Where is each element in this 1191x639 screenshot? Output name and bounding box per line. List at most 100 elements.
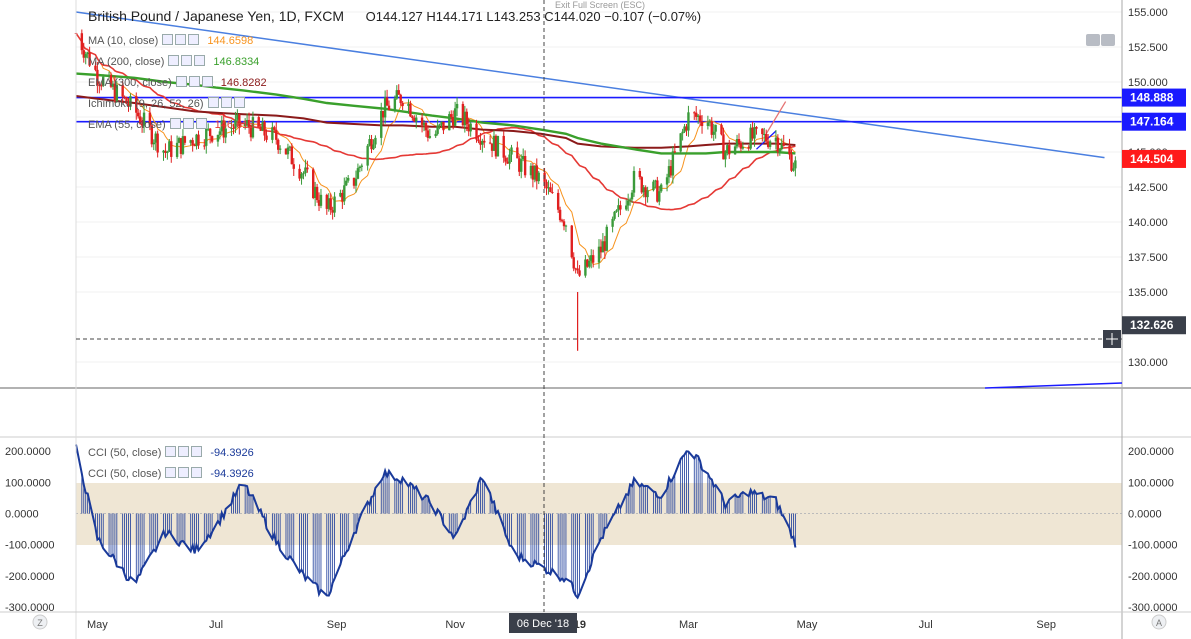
exit-fullscreen[interactable]: Exit Full Screen (ESC)	[555, 0, 646, 10]
indicator-label: EMA (55, close)	[88, 119, 166, 131]
candle-body	[397, 90, 400, 95]
pane-collapse-button[interactable]	[1101, 34, 1115, 46]
close-icon[interactable]	[195, 118, 207, 129]
cci-tick: 200.0000	[1128, 446, 1174, 458]
candle-body	[706, 122, 710, 126]
svg-text:A: A	[1156, 618, 1162, 628]
candle-body	[271, 127, 274, 140]
candle-body	[84, 54, 87, 58]
candle-body	[94, 65, 97, 70]
candle-body	[300, 173, 303, 179]
indicator-controls[interactable]	[165, 467, 204, 480]
candle-body	[564, 225, 568, 227]
candle-body	[586, 259, 589, 267]
candle-body	[790, 154, 793, 171]
candle-body	[450, 114, 453, 118]
indicator-legend-row[interactable]: CCI (50, close) -94.3926	[88, 446, 254, 459]
candle-body	[152, 142, 155, 145]
indicator-controls[interactable]	[162, 34, 201, 47]
candle-body	[695, 112, 698, 117]
close-icon[interactable]	[201, 76, 213, 87]
settings-icon[interactable]	[220, 97, 232, 108]
settings-icon[interactable]	[175, 34, 187, 45]
symbol-title[interactable]: British Pound / Japanese Yen, 1D, FXCM	[88, 8, 345, 24]
chart-header: British Pound / Japanese Yen, 1D, FXCM O…	[88, 8, 701, 24]
candle-body	[603, 241, 607, 251]
candle-body	[140, 123, 144, 126]
eye-icon[interactable]	[165, 446, 177, 457]
time-tick: May	[87, 619, 108, 631]
candle-body	[599, 246, 603, 253]
settings-icon[interactable]	[182, 118, 194, 129]
candle-body	[508, 154, 511, 164]
candle-body	[339, 192, 342, 197]
eye-icon[interactable]	[168, 55, 180, 66]
indicator-controls[interactable]	[207, 97, 247, 110]
candle-body	[708, 121, 712, 123]
indicator-controls[interactable]	[165, 446, 204, 459]
settings-icon[interactable]	[178, 446, 190, 457]
indicator-legend-row[interactable]: EMA (300, close) 146.8282	[88, 76, 267, 89]
cci-tick-left: 100.0000	[5, 477, 51, 489]
candle-body	[720, 124, 723, 135]
candle-body	[277, 139, 280, 150]
eye-icon[interactable]	[175, 76, 187, 87]
indicator-legend-row[interactable]: MA (10, close) 144.6598	[88, 34, 253, 47]
candle-body	[687, 112, 690, 131]
eye-icon[interactable]	[162, 34, 174, 45]
candle-body	[166, 151, 169, 153]
candle-body	[317, 200, 321, 206]
indicator-label: MA (10, close)	[88, 35, 159, 47]
indicator-legend-row[interactable]: EMA (55, close) 146.6151	[88, 118, 261, 131]
indicator-controls[interactable]	[175, 76, 215, 89]
candle-body	[181, 136, 185, 154]
candle-body	[129, 96, 132, 107]
indicator-legend-row[interactable]: Ichimoku (9, 26, 52, 26)	[88, 97, 253, 110]
time-tick: Jul	[209, 619, 223, 631]
eye-icon[interactable]	[207, 97, 219, 108]
indicator-label: Ichimoku (9, 26, 52, 26)	[88, 98, 204, 110]
indicator-legend-row[interactable]: CCI (50, close) -94.3926	[88, 467, 254, 480]
candle-body	[88, 52, 91, 66]
candle-body	[669, 166, 673, 176]
close-icon[interactable]	[191, 446, 203, 457]
time-tick: Sep	[1036, 619, 1056, 631]
close-icon[interactable]	[194, 55, 206, 66]
candle-body	[465, 111, 468, 125]
close-icon[interactable]	[233, 97, 245, 108]
time-tick: Sep	[327, 619, 347, 631]
close-icon[interactable]	[188, 34, 200, 45]
settings-icon[interactable]	[181, 55, 193, 66]
candle-body	[150, 125, 154, 145]
indicator-value: 146.6151	[214, 119, 261, 131]
settings-icon[interactable]	[188, 76, 200, 87]
candle-body	[368, 139, 371, 146]
settings-icon[interactable]	[178, 467, 190, 478]
indicator-controls[interactable]	[168, 55, 207, 68]
indicator-controls[interactable]	[169, 118, 209, 131]
candle-body	[380, 110, 383, 138]
indicator-label: MA (200, close)	[88, 56, 165, 68]
candle-body	[640, 177, 643, 193]
candle-body	[626, 200, 630, 206]
candle-body	[518, 158, 521, 172]
price-tick: 152.500	[1128, 42, 1168, 54]
close-icon[interactable]	[191, 467, 203, 478]
candle-body	[409, 103, 412, 117]
candle-body	[275, 129, 278, 140]
eye-icon[interactable]	[165, 467, 177, 478]
candle-body	[630, 192, 634, 200]
candle-body	[259, 126, 262, 131]
candle-body	[543, 172, 546, 182]
candle-body	[605, 226, 608, 251]
candle-body	[778, 149, 782, 152]
projection-arrow	[765, 101, 787, 135]
candle-body	[121, 84, 124, 97]
eye-icon[interactable]	[169, 118, 181, 129]
indicator-legend-row[interactable]: MA (200, close) 146.8334	[88, 55, 259, 68]
candle-body	[96, 69, 99, 86]
candle-body	[492, 135, 496, 151]
pane-maximize-button[interactable]	[1086, 34, 1100, 46]
candle-body	[381, 110, 385, 118]
